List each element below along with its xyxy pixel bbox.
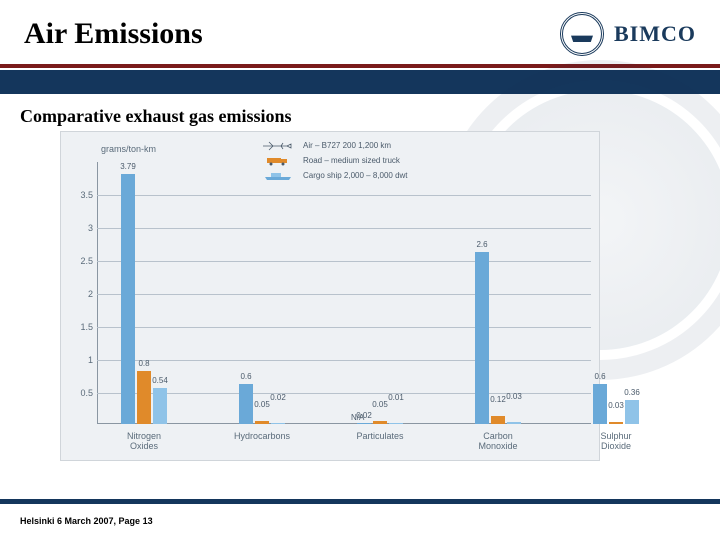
bar-cargo: 0.01: [389, 423, 403, 424]
x-category-label: NitrogenOxides: [127, 432, 161, 452]
bar-value-label: 0.05: [254, 400, 270, 409]
header: Air Emissions BIMCO: [0, 0, 720, 64]
bar-group: 0.60.030.36: [593, 384, 639, 424]
ship-icon: [571, 26, 593, 42]
bar-cargo: 0.36: [625, 400, 639, 424]
content-area: Comparative exhaust gas emissions grams/…: [0, 94, 720, 461]
na-marker: N/A: [351, 413, 364, 422]
y-tick-label: 3.5: [73, 190, 93, 200]
bar-value-label: 0.36: [624, 388, 640, 397]
footer-text: Helsinki 6 March 2007, Page 13: [20, 516, 153, 526]
bar-value-label: 0.54: [152, 376, 168, 385]
bar-cargo: 0.54: [153, 388, 167, 424]
page-title: Air Emissions: [24, 17, 203, 51]
bar-value-label: 0.8: [138, 359, 149, 368]
y-axis: [97, 162, 98, 424]
bar-value-label: 0.6: [240, 372, 251, 381]
legend-item-air: Air – B727 200 1,200 km: [261, 140, 408, 153]
bar-group: 2.60.120.03: [475, 252, 521, 424]
bar-value-label: 0.03: [506, 392, 522, 401]
bar-road: 0.12: [491, 416, 505, 424]
bar-road: 0.05: [373, 421, 387, 424]
plot-area: 0.511.522.533.53.790.80.54NitrogenOxides…: [97, 162, 591, 424]
brand-text: BIMCO: [614, 21, 696, 47]
legend-label: Air – B727 200 1,200 km: [303, 140, 391, 153]
y-tick-label: 2.5: [73, 256, 93, 266]
bar-cargo: 0.03: [507, 422, 521, 424]
x-category-label: CarbonMonoxide: [478, 432, 517, 452]
bar-value-label: 0.03: [608, 401, 624, 410]
bar-value-label: 3.79: [120, 162, 136, 171]
bar-value-label: 0.01: [388, 393, 404, 402]
bar-road: 0.05: [255, 421, 269, 424]
x-category-label: Hydrocarbons: [234, 432, 290, 442]
bar-group: 0.60.050.02: [239, 384, 285, 424]
bar-air: 3.79: [121, 174, 135, 424]
bar-air: 0.6: [239, 384, 253, 424]
plane-icon: [261, 141, 297, 151]
x-category-label: Particulates: [356, 432, 403, 442]
chart-subtitle: Comparative exhaust gas emissions: [20, 106, 700, 127]
y-tick-label: 1: [73, 355, 93, 365]
bar-road: 0.03: [609, 422, 623, 424]
bar-value-label: 0.12: [490, 395, 506, 404]
footer-divider: [0, 499, 720, 504]
bar-group: 3.790.80.54: [121, 174, 167, 424]
bar-value-label: 0.6: [594, 372, 605, 381]
brand-logo: BIMCO: [560, 12, 696, 56]
logo-seal-icon: [560, 12, 604, 56]
bar-air: 0.02: [357, 423, 371, 424]
bar-cargo: 0.02: [271, 423, 285, 424]
y-tick-label: 2: [73, 289, 93, 299]
y-tick-label: 3: [73, 223, 93, 233]
emissions-chart: grams/ton-km Air – B727 200 1,200 km Roa…: [60, 131, 600, 461]
bar-value-label: 0.05: [372, 400, 388, 409]
y-axis-label: grams/ton-km: [101, 144, 156, 154]
x-category-label: SulphurDioxide: [600, 432, 631, 452]
y-tick-label: 0.5: [73, 388, 93, 398]
bar-road: 0.8: [137, 371, 151, 424]
y-tick-label: 1.5: [73, 322, 93, 332]
bar-air: 0.6: [593, 384, 607, 424]
bar-value-label: 2.6: [476, 240, 487, 249]
gridline: [97, 228, 591, 229]
gridline: [97, 195, 591, 196]
bar-value-label: 0.02: [270, 393, 286, 402]
bar-air: 2.6: [475, 252, 489, 424]
